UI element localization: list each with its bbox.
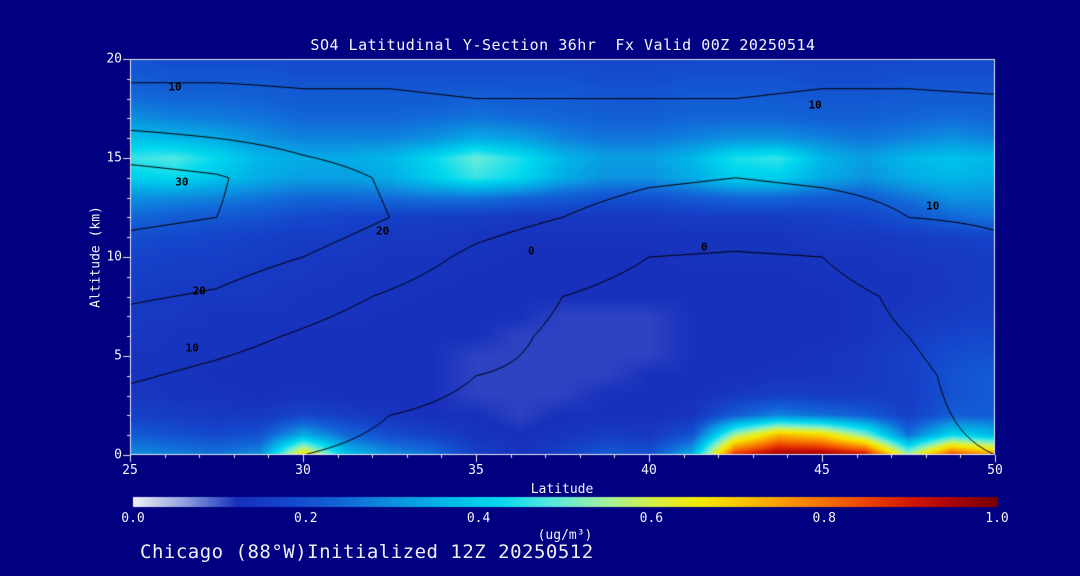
contour-label: 0 bbox=[528, 244, 535, 258]
x-tick-label: 30 bbox=[295, 463, 311, 478]
y-tick-label: 20 bbox=[106, 51, 122, 67]
x-tick-label: 50 bbox=[987, 463, 1003, 478]
contour-label: 20 bbox=[375, 224, 390, 238]
colorbar-units-label: (ug/m³) bbox=[537, 528, 593, 543]
y-axis-label: Altitude (km) bbox=[88, 206, 104, 308]
y-tick-label: 0 bbox=[114, 447, 122, 463]
contour-label: 10 bbox=[168, 80, 182, 94]
y-tick-label: 10 bbox=[106, 249, 122, 265]
x-tick-label: 40 bbox=[641, 463, 657, 478]
chart-title: SO4 Latitudinal Y-Section 36hr Fx Valid … bbox=[310, 36, 816, 54]
colorbar-tick-label: 0.6 bbox=[639, 511, 664, 526]
x-tick-label: 25 bbox=[122, 463, 138, 478]
x-tick-label: 45 bbox=[814, 463, 830, 478]
model-init-annotation: Chicago (88°W)Initialized 12Z 20250512 bbox=[140, 541, 594, 563]
x-axis-label: Latitude bbox=[530, 482, 594, 497]
contour-label: 0 bbox=[701, 240, 708, 254]
colorbar-tick-label: 0.8 bbox=[812, 511, 836, 526]
y-tick-label: 5 bbox=[114, 348, 122, 364]
contour-label: 20 bbox=[192, 284, 206, 298]
contour-label: 10 bbox=[926, 199, 940, 213]
contour-label: 10 bbox=[808, 98, 822, 112]
y-tick-label: 15 bbox=[106, 150, 122, 166]
contour-label: 30 bbox=[175, 175, 189, 189]
colorbar-tick-label: 0.0 bbox=[121, 511, 145, 526]
colorbar-tick-label: 1.0 bbox=[985, 511, 1009, 526]
colorbar-tick-label: 0.2 bbox=[294, 511, 318, 526]
colorbar-tick-label: 0.4 bbox=[466, 511, 491, 526]
contour-label: 10 bbox=[185, 341, 199, 355]
x-tick-label: 35 bbox=[468, 463, 484, 478]
